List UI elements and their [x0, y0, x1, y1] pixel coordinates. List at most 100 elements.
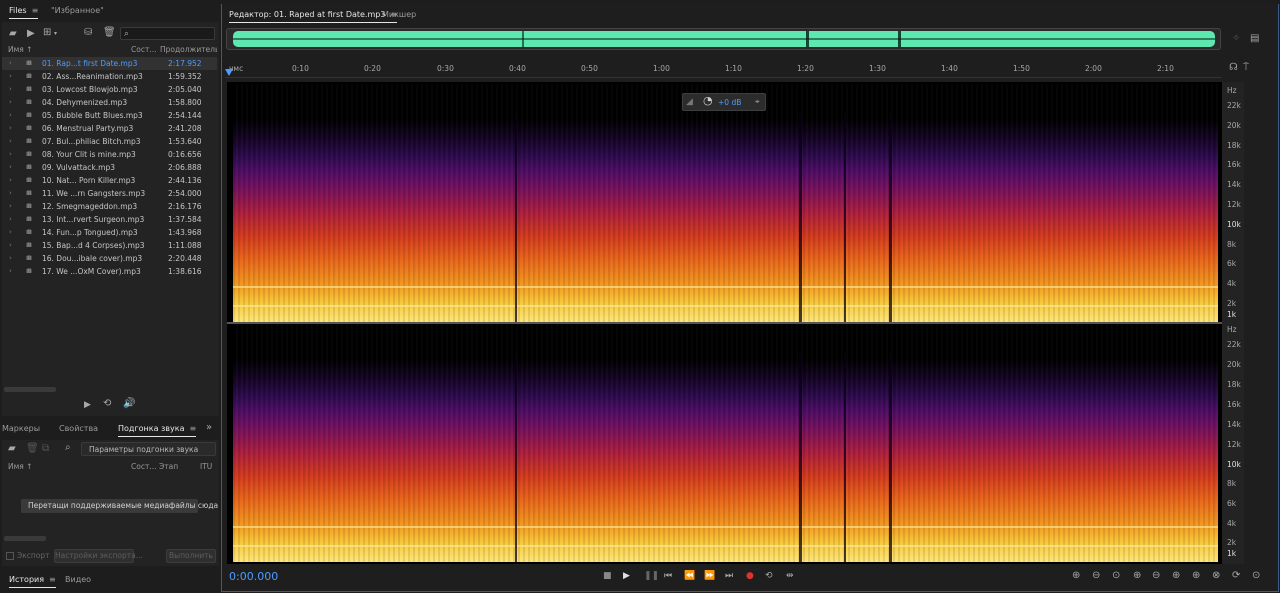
rewind-icon[interactable]: ⏪: [684, 571, 696, 581]
headphones-icon[interactable]: ☊: [1229, 62, 1238, 73]
open-folder-icon[interactable]: ▰: [9, 28, 17, 39]
fast-forward-icon[interactable]: ⏩: [704, 571, 716, 581]
zoom-out-time-icon[interactable]: ⊖: [1152, 570, 1161, 581]
expand-chevron-icon[interactable]: ›: [9, 85, 12, 93]
expand-chevron-icon[interactable]: ›: [9, 124, 12, 132]
expand-chevron-icon[interactable]: ›: [9, 189, 12, 197]
zoom-to-selection-icon[interactable]: ⊗: [1212, 570, 1221, 581]
pin-hud-icon[interactable]: ⌖: [755, 97, 760, 106]
panel-menu-icon[interactable]: ≡: [31, 6, 39, 15]
expand-chevron-icon[interactable]: ›: [9, 137, 12, 145]
expand-chevron-icon[interactable]: ›: [9, 215, 12, 223]
panel-menu-icon[interactable]: ≡: [189, 424, 197, 433]
play-icon[interactable]: ▶: [623, 571, 630, 581]
tab-markers[interactable]: Маркеры: [2, 424, 41, 433]
skip-selection-icon[interactable]: ⇹: [786, 571, 794, 581]
file-row[interactable]: › ıIıIı 03. Lowcost Blowjob.mp3 2:05.040: [9, 85, 202, 94]
file-row[interactable]: › ıIıIı 10. Nat... Porn Killer.mp3 2:44.136: [9, 176, 202, 185]
tab-files[interactable]: Files ≡: [9, 0, 39, 22]
expand-chevron-icon[interactable]: ›: [9, 228, 12, 236]
expand-chevron-icon[interactable]: ›: [9, 59, 12, 67]
time-ruler[interactable]: [225, 60, 1222, 78]
spectrogram-channel-left[interactable]: [233, 84, 1218, 322]
panel-menu-icon[interactable]: ≡: [49, 575, 56, 584]
go-to-end-icon[interactable]: ⏭: [725, 571, 734, 581]
column-status-header[interactable]: Сост...: [131, 462, 157, 471]
zoom-in-time-icon[interactable]: ⊕: [1133, 570, 1142, 581]
tab-editor[interactable]: Редактор: 01. Raped at first Date.mp3 ≡: [229, 4, 398, 26]
expand-chevron-icon[interactable]: ›: [9, 254, 12, 262]
match-horizontal-scrollbar[interactable]: [4, 536, 46, 541]
go-to-start-icon[interactable]: ⏮: [664, 571, 673, 581]
expand-chevron-icon[interactable]: ›: [9, 241, 12, 249]
export-settings-button[interactable]: Настройки экспорта...: [54, 549, 143, 563]
loop-playback-icon[interactable]: ⟲: [765, 571, 773, 581]
panel-menu-icon[interactable]: ≡: [390, 10, 398, 19]
column-itu-header[interactable]: ITU: [200, 462, 213, 471]
search-icon[interactable]: ⌕: [65, 442, 71, 453]
file-row[interactable]: › ıIıIı 13. Int...rvert Surgeon.mp3 1:37.58…: [9, 215, 202, 224]
zoom-out-full-icon[interactable]: ⊙: [1112, 570, 1121, 581]
import-icon[interactable]: ▶: [27, 28, 35, 39]
zoom-in-amplitude-icon[interactable]: ⊕: [1072, 570, 1081, 581]
column-stage-header[interactable]: Этап: [159, 462, 179, 471]
autoplay-speaker-icon[interactable]: 🔊: [123, 398, 136, 409]
column-name-header[interactable]: Имя ↑: [8, 45, 33, 54]
overflow-chevrons-icon[interactable]: »: [206, 422, 213, 433]
tab-history[interactable]: История ≡: [9, 569, 56, 591]
chevron-down-icon[interactable]: ▾: [54, 30, 58, 37]
expand-chevron-icon[interactable]: ›: [9, 111, 12, 119]
file-row[interactable]: › ıIıIı 12. Smegmageddon.mp3 2:16.176: [9, 202, 202, 211]
expand-chevron-icon[interactable]: ›: [9, 202, 12, 210]
pin-icon[interactable]: ⍑: [1243, 62, 1249, 73]
match-settings-button[interactable]: Параметры подгонки звука: [81, 442, 216, 456]
file-row[interactable]: › ıIıIı 09. Vulvattack.mp3 2:06.888: [9, 163, 202, 172]
file-row[interactable]: › ıIıIı 07. Bul...philiac Bitch.mp3 1:53.64…: [9, 137, 202, 146]
expand-chevron-icon[interactable]: ›: [9, 267, 12, 275]
files-search-input[interactable]: ⌕: [120, 27, 215, 40]
expand-chevron-icon[interactable]: ›: [9, 150, 12, 158]
spectrogram-channel-right[interactable]: [233, 324, 1218, 562]
open-folder-icon[interactable]: ▰: [8, 443, 16, 454]
record-icon[interactable]: ●: [746, 571, 754, 581]
file-row[interactable]: › ıIıIı 01. Rap...t first Date.mp3 2:17.952: [2, 57, 217, 70]
file-row[interactable]: › ıIıIı 15. Bap...d 4 Corpses).mp3 1:11.088: [9, 241, 202, 250]
playhead-marker[interactable]: [225, 69, 233, 76]
zoom-in-frequency-icon[interactable]: ⊙: [1252, 570, 1261, 581]
loop-preview-icon[interactable]: ⟲: [103, 398, 112, 409]
play-preview-icon[interactable]: ▶: [84, 400, 91, 410]
insert-multitrack-icon[interactable]: ⛁: [84, 27, 93, 38]
file-row[interactable]: › ıIıIı 08. Your Clit is mine.mp3 0:16.656: [9, 150, 202, 159]
gain-value[interactable]: +0 dB: [718, 98, 742, 107]
zoom-out-amplitude-icon[interactable]: ⊖: [1092, 570, 1101, 581]
stop-icon[interactable]: ■: [603, 571, 612, 581]
zoom-reset-icon[interactable]: ✧: [1232, 33, 1241, 44]
file-row[interactable]: › ıIıIı 14. Fun...p Tongued).mp3 1:43.968: [9, 228, 202, 237]
current-time-display[interactable]: 0:00.000: [229, 570, 279, 583]
tab-properties[interactable]: Свойства: [59, 424, 99, 433]
file-row[interactable]: › ıIıIı 17. We ...OxM Cover).mp3 1:38.616: [9, 267, 202, 276]
column-name-header[interactable]: Имя ↑: [8, 462, 33, 471]
expand-chevron-icon[interactable]: ›: [9, 163, 12, 171]
new-file-icon[interactable]: ⊞: [43, 27, 52, 38]
column-duration-header[interactable]: Продолжительн...: [160, 45, 217, 54]
pause-icon[interactable]: ❚❚: [644, 571, 660, 581]
gain-hud[interactable]: ◢ ◔ +0 dB ⌖: [682, 93, 766, 111]
zoom-in-right-icon[interactable]: ⊕: [1192, 570, 1201, 581]
export-checkbox[interactable]: [6, 552, 14, 560]
zoom-in-left-icon[interactable]: ⊕: [1172, 570, 1181, 581]
file-row[interactable]: › ıIıIı 06. Menstrual Party.mp3 2:41.208: [9, 124, 202, 133]
expand-chevron-icon[interactable]: ›: [9, 72, 12, 80]
file-row[interactable]: › ıIıIı 02. Ass...Reanimation.mp3 1:59.352: [9, 72, 202, 81]
gain-knob-icon[interactable]: ◔: [703, 94, 713, 107]
file-row[interactable]: › ıIıIı 05. Bubble Butt Blues.mp3 2:54.144: [9, 111, 202, 120]
file-row[interactable]: › ıIıIı 04. Dehymenized.mp3 1:58.800: [9, 98, 202, 107]
tab-match-loudness[interactable]: Подгонка звука ≡: [118, 418, 197, 440]
file-row[interactable]: › ıIıIı 11. We ...rn Gangsters.mp3 2:54.000: [9, 189, 202, 198]
expand-chevron-icon[interactable]: ›: [9, 176, 12, 184]
file-row[interactable]: › ıIıIı 16. Dou...ibale cover).mp3 2:20.448: [9, 254, 202, 263]
tab-video[interactable]: Видео: [65, 575, 92, 584]
channel-divider[interactable]: [227, 322, 1222, 324]
tab-favorites[interactable]: "Избранное": [51, 6, 104, 15]
run-button[interactable]: Выполнить: [166, 549, 216, 563]
